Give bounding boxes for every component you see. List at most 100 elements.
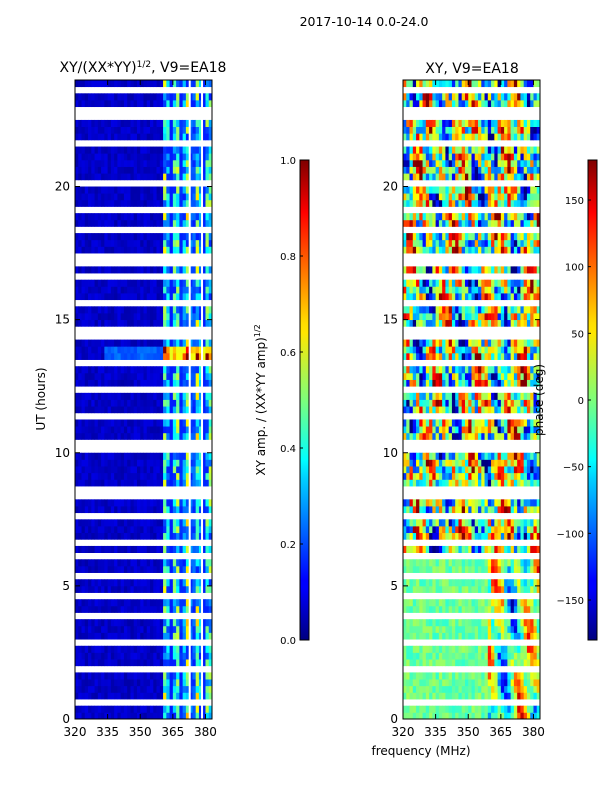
- left-heatmap-cell: [185, 126, 190, 134]
- right-heatmap-cell: [474, 625, 479, 633]
- right-heatmap-cell: [448, 366, 453, 374]
- right-heatmap-cell: [484, 672, 489, 680]
- right-heatmap-cell: [487, 286, 492, 294]
- right-heatmap-cell: [403, 466, 407, 474]
- left-heatmap-cell: [205, 213, 210, 221]
- left-heatmap-cell: [140, 532, 144, 540]
- left-title-tail: , V9=EA18: [151, 60, 226, 76]
- right-heatmap-cell: [491, 499, 495, 507]
- left-heatmap-cell: [208, 186, 212, 194]
- left-heatmap-cell: [78, 545, 82, 553]
- left-heatmap-cell: [133, 126, 138, 134]
- right-heatmap-cell: [425, 685, 430, 693]
- left-heatmap-cell: [205, 692, 210, 700]
- left-heatmap-cell: [185, 372, 190, 380]
- right-heatmap-cell: [500, 466, 505, 474]
- left-heatmap-cell: [94, 126, 99, 134]
- right-heatmap-cell: [494, 279, 498, 287]
- right-heatmap-cell: [461, 625, 466, 633]
- right-heatmap-cell: [432, 452, 437, 460]
- right-heatmap-cell: [403, 319, 407, 327]
- right-heatmap-cell: [520, 692, 525, 700]
- left-heatmap-cell: [192, 599, 197, 607]
- right-heatmap-cell: [455, 652, 459, 660]
- right-heatmap-cell: [438, 525, 443, 534]
- right-heatmap-cell: [536, 266, 540, 274]
- left-heatmap-cell: [127, 319, 131, 327]
- left-heatmap-cell: [140, 306, 144, 314]
- left-heatmap-cell: [117, 366, 122, 374]
- right-heatmap-cell: [406, 346, 410, 354]
- left-heatmap-cell: [140, 599, 144, 607]
- left-heatmap-cell: [117, 199, 122, 207]
- right-heatmap-cell: [497, 279, 502, 287]
- left-heatmap-cell: [114, 379, 118, 387]
- left-heatmap-cell: [91, 712, 95, 719]
- right-heatmap-cell: [510, 372, 515, 380]
- left-heatmap-cell: [179, 679, 184, 687]
- left-heatmap-cell: [195, 459, 200, 467]
- right-heatmap-cell: [536, 632, 540, 640]
- right-heatmap-cell: [464, 366, 469, 374]
- right-heatmap-cell: [419, 479, 423, 487]
- right-heatmap-cell: [455, 246, 459, 254]
- right-heatmap-cell: [435, 525, 440, 534]
- right-heatmap-cell: [458, 466, 463, 474]
- right-heatmap-cell: [403, 346, 407, 354]
- left-xtick-label: 350: [129, 725, 152, 739]
- left-heatmap-cell: [169, 506, 174, 514]
- left-heatmap-cell: [156, 372, 161, 380]
- left-heatmap-cell: [78, 472, 82, 480]
- left-heatmap-cell: [94, 293, 99, 301]
- left-heatmap-cell: [130, 133, 135, 141]
- right-heatmap-cell: [478, 312, 482, 321]
- left-heatmap-cell: [120, 499, 125, 507]
- left-heatmap-cell: [110, 659, 115, 667]
- right-heatmap-cell: [451, 672, 456, 680]
- left-heatmap-cell: [146, 499, 151, 507]
- right-heatmap-cell: [406, 585, 410, 593]
- right-heatmap-cell: [468, 652, 472, 660]
- right-heatmap-cell: [507, 372, 512, 380]
- left-heatmap-cell: [94, 119, 99, 127]
- left-heatmap-cell: [198, 173, 203, 181]
- left-heatmap-cell: [185, 279, 190, 287]
- left-heatmap-cell: [182, 659, 187, 667]
- right-heatmap-cell: [471, 419, 476, 427]
- left-heatmap-cell: [198, 372, 203, 380]
- left-heatmap-cell: [198, 312, 203, 321]
- left-heatmap-cell: [123, 605, 128, 613]
- left-heatmap-cell: [205, 579, 210, 587]
- right-heatmap-cell: [504, 306, 508, 314]
- left-heatmap-cell: [163, 146, 167, 154]
- right-heatmap-cell: [500, 239, 505, 247]
- left-heatmap-cell: [133, 306, 138, 314]
- right-heatmap-cell: [504, 406, 508, 414]
- right-heatmap-cell: [438, 372, 443, 380]
- right-heatmap-cell: [526, 406, 531, 414]
- left-heatmap-cell: [114, 625, 118, 633]
- right-heatmap-cell: [419, 705, 423, 713]
- right-heatmap-cell: [432, 605, 437, 613]
- left-heatmap-cell: [133, 679, 138, 687]
- left-heatmap-cell: [78, 679, 82, 687]
- left-heatmap-cell: [104, 459, 109, 467]
- right-heatmap-cell: [481, 545, 485, 553]
- right-heatmap-cell: [435, 479, 440, 487]
- right-heatmap-cell: [530, 399, 534, 407]
- left-heatmap-cell: [88, 306, 92, 314]
- left-heatmap-cell: [150, 652, 154, 660]
- left-heatmap-cell: [140, 466, 144, 474]
- right-heatmap-cell: [513, 672, 518, 680]
- left-heatmap-cell: [202, 186, 206, 194]
- right-heatmap-cell: [500, 585, 505, 593]
- left-heatmap-cell: [159, 159, 164, 167]
- right-heatmap-cell: [425, 712, 430, 719]
- left-heatmap-cell: [101, 352, 105, 360]
- right-heatmap-cell: [425, 705, 430, 713]
- left-heatmap-cell: [84, 213, 89, 221]
- right-heatmap-cell: [481, 506, 485, 514]
- left-heatmap-cell: [140, 519, 144, 527]
- right-heatmap-cell: [497, 679, 502, 687]
- right-heatmap-cell: [526, 426, 531, 434]
